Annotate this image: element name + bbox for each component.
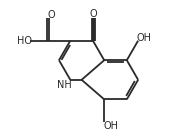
Text: O: O	[89, 9, 97, 19]
Text: OH: OH	[103, 121, 118, 131]
Text: NH: NH	[57, 80, 72, 90]
Text: OH: OH	[137, 33, 152, 43]
Text: O: O	[48, 10, 56, 20]
Text: HO: HO	[17, 36, 32, 46]
